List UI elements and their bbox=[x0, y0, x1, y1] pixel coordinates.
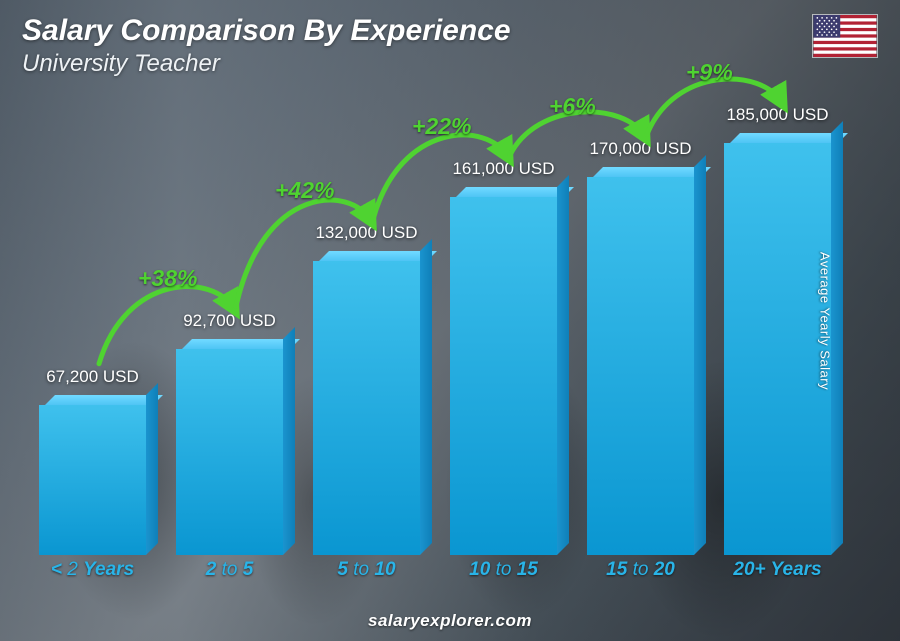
x-axis-label: 20+ Years bbox=[715, 559, 840, 589]
increase-label: +22% bbox=[412, 113, 471, 140]
bar-slot: 92,700 USD bbox=[167, 110, 292, 555]
y-axis-label: Average Yearly Salary bbox=[817, 251, 832, 389]
x-axis-label: 10 to 15 bbox=[441, 559, 566, 589]
header: Salary Comparison By Experience Universi… bbox=[22, 14, 878, 78]
increase-label: +6% bbox=[549, 93, 596, 120]
x-labels-row: < 2 Years 2 to 5 5 to 10 10 to 15 15 to 20 20… bbox=[30, 559, 840, 589]
value-label: 161,000 USD bbox=[418, 159, 590, 179]
x-axis-label: 2 to 5 bbox=[167, 559, 292, 589]
bar: 185,000 USD bbox=[724, 143, 832, 555]
increase-label: +38% bbox=[138, 265, 197, 292]
footer-source: salaryexplorer.com bbox=[0, 611, 900, 631]
title-block: Salary Comparison By Experience Universi… bbox=[22, 14, 511, 78]
value-label: 132,000 USD bbox=[281, 223, 453, 243]
increase-label: +42% bbox=[275, 177, 334, 204]
salary-bar-chart: 67,200 USD92,700 USD132,000 USD161,000 U… bbox=[30, 110, 840, 589]
value-label: 92,700 USD bbox=[144, 311, 316, 331]
bar-slot: 161,000 USD bbox=[441, 110, 566, 555]
x-axis-label: 15 to 20 bbox=[578, 559, 703, 589]
bars-container: 67,200 USD92,700 USD132,000 USD161,000 U… bbox=[30, 110, 840, 555]
bar-slot: 67,200 USD bbox=[30, 110, 155, 555]
bar: 161,000 USD bbox=[450, 197, 558, 555]
bar: 170,000 USD bbox=[587, 177, 695, 555]
us-flag-icon bbox=[812, 14, 878, 58]
bar-slot: 170,000 USD bbox=[578, 110, 703, 555]
main-title: Salary Comparison By Experience bbox=[22, 14, 511, 48]
value-label: 170,000 USD bbox=[555, 139, 727, 159]
bar: 132,000 USD bbox=[313, 261, 421, 555]
bar: 92,700 USD bbox=[176, 349, 284, 555]
bar: 67,200 USD bbox=[39, 405, 147, 555]
value-label: 185,000 USD bbox=[692, 105, 864, 125]
x-axis-label: 5 to 10 bbox=[304, 559, 429, 589]
sub-title: University Teacher bbox=[22, 50, 511, 78]
value-label: 67,200 USD bbox=[7, 367, 179, 387]
x-axis-label: < 2 Years bbox=[30, 559, 155, 589]
